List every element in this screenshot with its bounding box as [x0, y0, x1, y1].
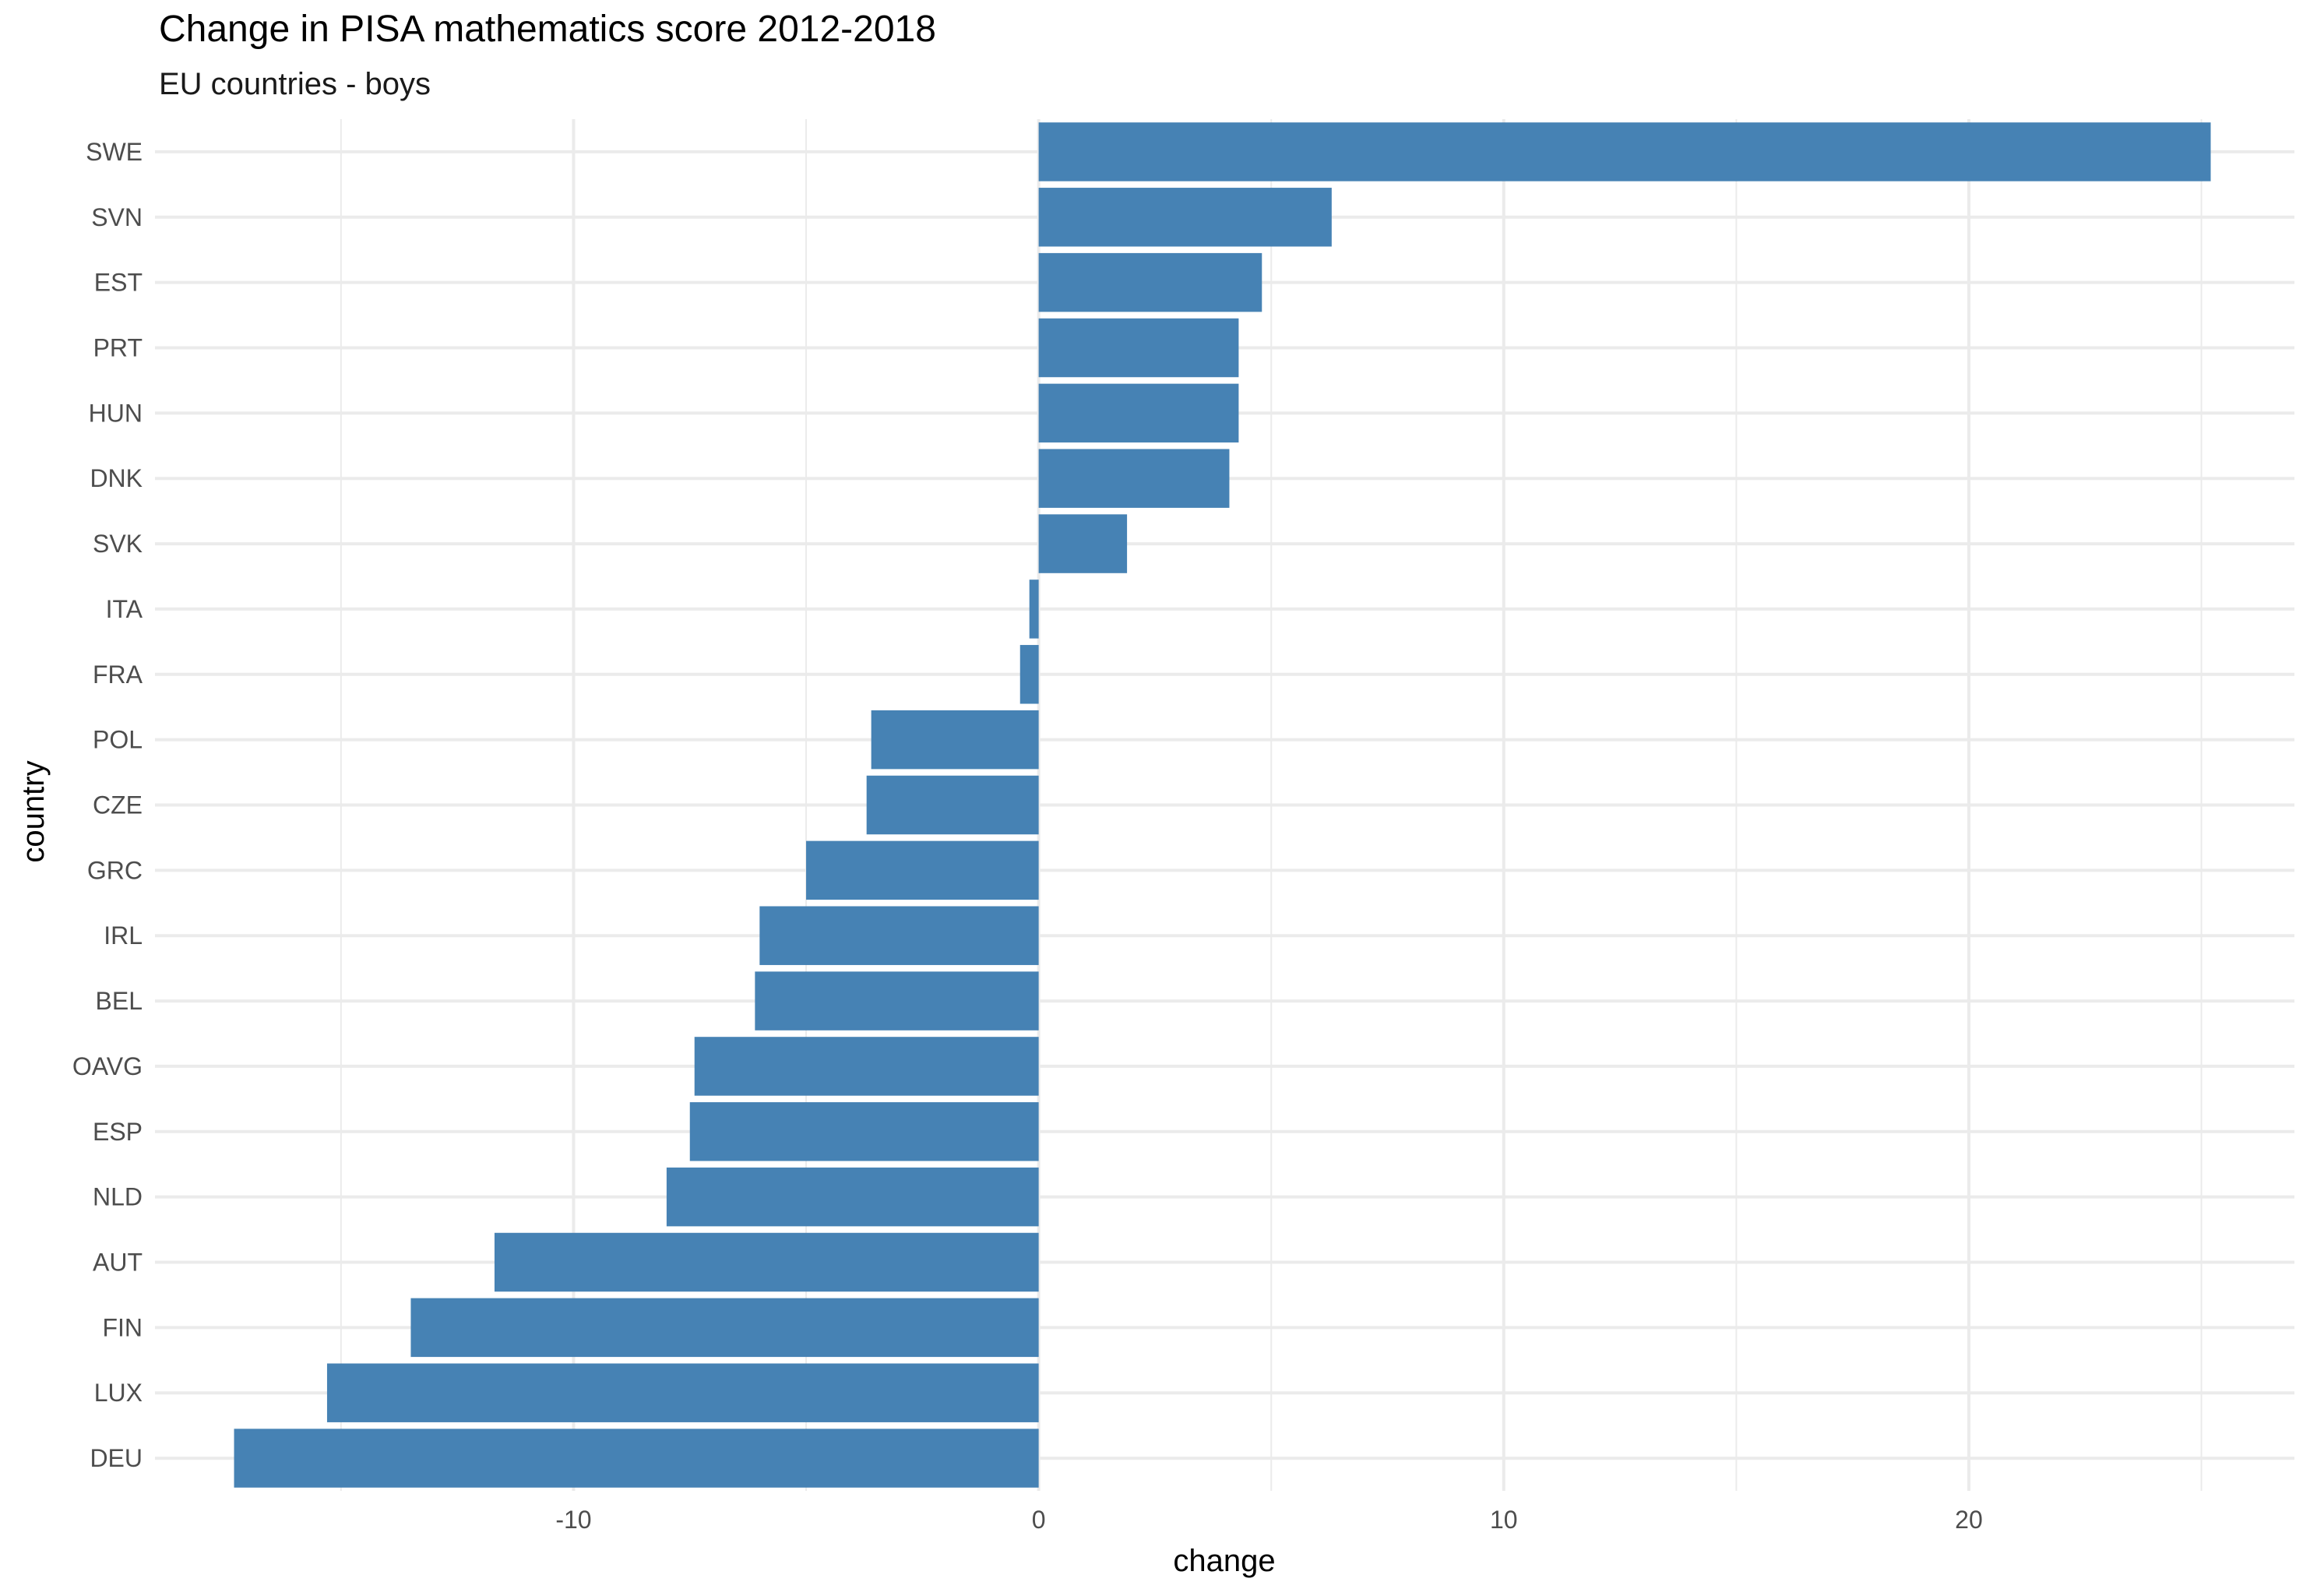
- x-tick-label: 20: [1955, 1506, 1983, 1534]
- y-tick-label-pol: POL: [93, 726, 143, 754]
- bar-ita: [1029, 580, 1039, 639]
- bar-svk: [1038, 514, 1128, 573]
- bars: [234, 122, 2211, 1488]
- y-tick-label-hun: HUN: [89, 399, 143, 427]
- chart-subtitle: EU countries - boys: [159, 67, 431, 101]
- bar-nld: [666, 1167, 1039, 1227]
- y-tick-label-nld: NLD: [93, 1183, 143, 1211]
- y-tick-label-svk: SVK: [93, 530, 143, 558]
- y-tick-label-grc: GRC: [87, 856, 143, 884]
- chart-title: Change in PISA mathematics score 2012-20…: [159, 9, 936, 50]
- bar-fra: [1019, 645, 1039, 704]
- bar-esp: [689, 1102, 1039, 1161]
- x-tick-label: 0: [1032, 1506, 1046, 1534]
- y-tick-label-dnk: DNK: [90, 464, 143, 492]
- y-tick-label-fin: FIN: [102, 1313, 143, 1341]
- y-tick-label-fra: FRA: [93, 661, 143, 689]
- x-tick-label: -10: [555, 1506, 591, 1534]
- x-axis-title: change: [1173, 1544, 1275, 1578]
- y-tick-label-swe: SWE: [86, 138, 143, 166]
- y-axis-title: country: [16, 760, 51, 862]
- bar-aut: [494, 1232, 1039, 1292]
- bar-dnk: [1038, 449, 1230, 508]
- bar-svn: [1038, 188, 1332, 247]
- x-tick-label: 10: [1490, 1506, 1518, 1534]
- bar-deu: [234, 1429, 1039, 1488]
- bar-est: [1038, 252, 1262, 312]
- y-tick-label-svn: SVN: [91, 203, 143, 231]
- y-tick-label-cze: CZE: [93, 791, 143, 819]
- bar-bel: [755, 971, 1039, 1031]
- y-tick-label-prt: PRT: [93, 334, 143, 362]
- y-tick-label-est: EST: [94, 269, 143, 297]
- bar-oavg: [694, 1037, 1039, 1096]
- bar-grc: [806, 840, 1039, 900]
- y-tick-label-deu: DEU: [90, 1444, 143, 1472]
- y-tick-label-irl: IRL: [104, 921, 143, 949]
- y-tick-label-bel: BEL: [96, 987, 143, 1015]
- y-tick-label-ita: ITA: [106, 595, 143, 623]
- bar-cze: [866, 775, 1039, 835]
- bar-swe: [1038, 122, 2211, 181]
- bar-prt: [1038, 318, 1239, 378]
- y-tick-label-oavg: OAVG: [72, 1052, 143, 1080]
- y-tick-label-esp: ESP: [93, 1118, 143, 1146]
- y-tick-labels: SWE SVN EST PRT HUN DNK SVK ITA FRA POL CZE GRC IRL B…: [72, 138, 143, 1472]
- y-tick-label-lux: LUX: [94, 1379, 143, 1407]
- bar-pol: [871, 710, 1039, 770]
- bar-lux: [326, 1363, 1039, 1422]
- bar-hun: [1038, 383, 1239, 443]
- bar-irl: [759, 906, 1039, 965]
- bar-fin: [410, 1298, 1039, 1358]
- y-tick-label-aut: AUT: [93, 1249, 143, 1277]
- x-tick-labels: -10 0 10 20: [555, 1506, 1982, 1534]
